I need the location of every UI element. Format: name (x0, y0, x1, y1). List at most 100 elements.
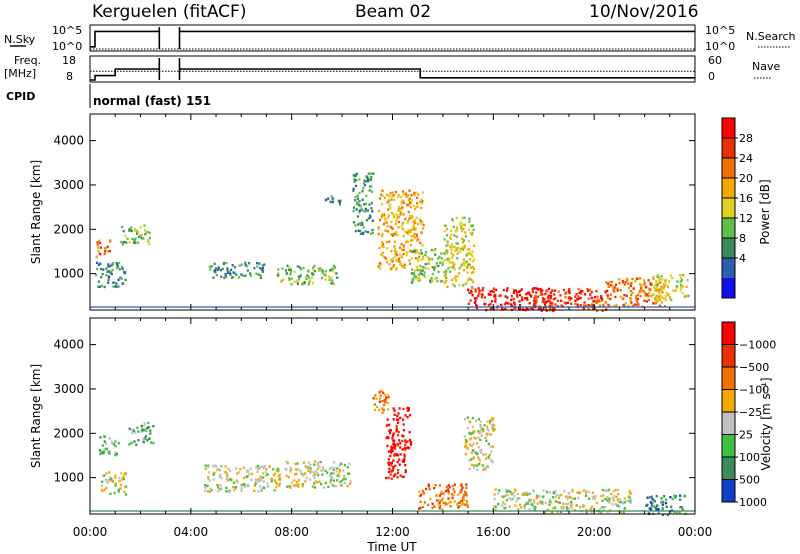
heatmap-cell (472, 449, 475, 452)
heatmap-cell (517, 508, 520, 512)
heatmap-cell (426, 255, 429, 259)
heatmap-cell (410, 228, 413, 231)
heatmap-cell (381, 214, 384, 217)
heatmap-cell (625, 294, 628, 297)
heatmap-cell (234, 266, 237, 269)
heatmap-cell (589, 508, 592, 512)
heatmap-cell (118, 262, 121, 265)
heatmap-cell (114, 482, 117, 485)
heatmap-cell (394, 247, 397, 251)
heatmap-cell (408, 217, 411, 220)
freq-left-tick-top: 18 (62, 54, 76, 67)
heatmap-cell (277, 271, 280, 275)
heatmap-cell (577, 295, 580, 298)
heatmap-cell (398, 216, 401, 219)
heatmap-cell (374, 394, 377, 397)
heatmap-cell (290, 277, 293, 280)
heatmap-cell (356, 215, 360, 218)
heatmap-cell (287, 475, 290, 479)
heatmap-cell (401, 190, 405, 193)
heatmap-cell (662, 283, 665, 286)
heatmap-cell (467, 302, 470, 305)
heatmap-cell (386, 230, 390, 233)
heatmap-cell (217, 489, 220, 493)
heatmap-cell (260, 489, 263, 492)
heatmap-cell (107, 265, 110, 268)
heatmap-cell (477, 436, 480, 439)
heatmap-cell (643, 283, 646, 286)
heatmap-cell (449, 236, 452, 239)
heatmap-cell (486, 428, 489, 431)
heatmap-cell (397, 469, 400, 472)
heatmap-cell (358, 211, 361, 214)
heatmap-cell (355, 208, 358, 211)
heatmap-cell (226, 472, 229, 476)
heatmap-cell (582, 307, 585, 310)
heatmap-cell (398, 407, 401, 410)
heatmap-cell (220, 464, 223, 468)
heatmap-cell (278, 474, 281, 477)
heatmap-cell (493, 424, 496, 427)
heatmap-cell (543, 303, 546, 306)
heatmap-cell (437, 257, 440, 260)
heatmap-cell (477, 287, 480, 290)
heatmap-cell (416, 202, 419, 205)
heatmap-cell (483, 296, 486, 299)
heatmap-cell (527, 308, 530, 311)
heatmap-cell (410, 272, 413, 275)
heatmap-cell (342, 478, 345, 481)
heatmap-cell (285, 272, 288, 275)
heatmap-cell (618, 505, 621, 508)
heatmap-cell (475, 305, 478, 308)
heatmap-cell (616, 287, 619, 290)
heatmap-cell (466, 504, 469, 507)
heatmap-cell (335, 272, 338, 275)
heatmap-cell (388, 240, 391, 243)
heatmap-cell (412, 204, 415, 207)
heatmap-cell (579, 304, 582, 307)
heatmap-cell (658, 280, 661, 283)
heatmap-cell (99, 241, 102, 245)
x-tick-label: 20:00 (577, 525, 612, 539)
heatmap-cell (110, 264, 113, 267)
heatmap-cell (455, 216, 458, 220)
heatmap-cell (498, 489, 501, 492)
heatmap-cell (468, 217, 471, 220)
heatmap-cell (112, 262, 115, 265)
heatmap-cell (302, 474, 305, 477)
heatmap-cell (340, 462, 343, 465)
heatmap-cell (601, 506, 604, 509)
heatmap-cell (258, 262, 261, 265)
heatmap-cell (679, 283, 683, 287)
heatmap-cell (485, 457, 488, 460)
heatmap-cell (438, 484, 441, 487)
heatmap-cell (114, 440, 117, 443)
heatmap-cell (419, 279, 422, 282)
heatmap-cell (225, 490, 228, 493)
heatmap-cell (488, 453, 491, 457)
heatmap-cell (415, 265, 418, 268)
heatmap-cell (419, 494, 422, 497)
heatmap-cell (658, 276, 661, 280)
heatmap-cell (384, 217, 387, 221)
heatmap-cell (646, 496, 649, 499)
heatmap-cell (307, 469, 310, 472)
heatmap-cell (622, 297, 625, 300)
heatmap-cell (409, 243, 412, 247)
heatmap-cell (317, 269, 320, 272)
heatmap-cell (331, 267, 334, 270)
heatmap-cell (207, 464, 210, 467)
heatmap-cell (565, 506, 569, 509)
heatmap-cell (387, 208, 390, 211)
heatmap-cell (399, 446, 402, 449)
heatmap-cell (421, 191, 425, 194)
heatmap-cell (470, 451, 473, 454)
heatmap-cell (468, 251, 471, 255)
heatmap-cell (284, 269, 287, 272)
heatmap-cell (397, 421, 400, 424)
heatmap-cell (582, 489, 585, 492)
heatmap-cell (459, 247, 462, 250)
heatmap-cell (681, 291, 684, 295)
heatmap-cell (480, 428, 483, 431)
heatmap-cell (395, 259, 398, 262)
